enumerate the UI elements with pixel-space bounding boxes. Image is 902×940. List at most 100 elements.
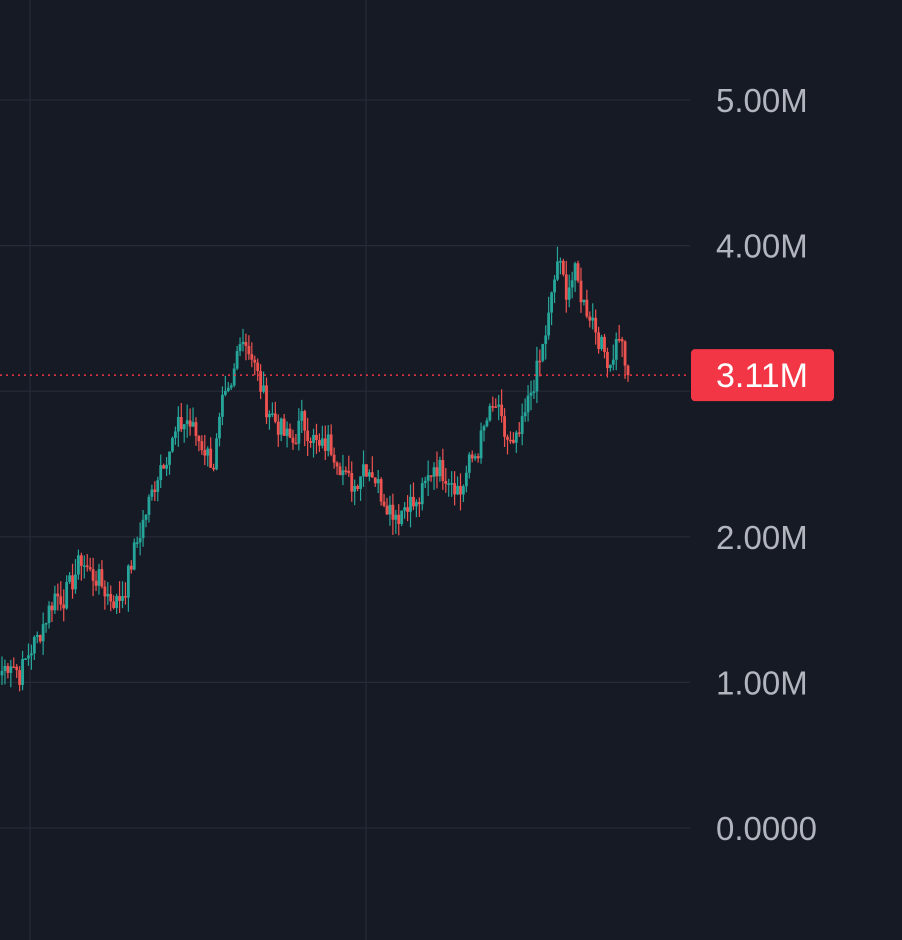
- candle-body: [553, 279, 556, 293]
- candle-body: [582, 299, 586, 303]
- candle: [400, 510, 404, 527]
- candle-body: [124, 596, 127, 598]
- candle: [500, 389, 504, 423]
- candle: [567, 274, 571, 308]
- candle: [309, 437, 312, 448]
- candle: [315, 423, 318, 454]
- candle-body: [68, 575, 71, 582]
- candle-body: [379, 479, 383, 502]
- candle-body: [291, 437, 295, 443]
- candle-body: [523, 412, 527, 417]
- candle-body: [476, 456, 480, 459]
- candle: [506, 434, 509, 455]
- candle-body: [179, 416, 183, 430]
- candle-body: [494, 406, 498, 408]
- candle-body: [600, 336, 603, 349]
- candle: [270, 402, 274, 418]
- candle-body: [35, 635, 39, 638]
- candle: [176, 406, 180, 447]
- candle-body: [450, 483, 454, 485]
- candle: [391, 493, 395, 535]
- candle: [623, 340, 627, 379]
- last-price-label: 3.11M: [716, 357, 808, 395]
- candle-body: [482, 426, 486, 431]
- candle-body: [294, 442, 298, 445]
- candle: [412, 482, 415, 511]
- candle-body: [218, 416, 221, 439]
- candle-body: [503, 416, 506, 437]
- candle: [85, 554, 89, 572]
- candle: [588, 311, 592, 328]
- candle-body: [385, 505, 389, 515]
- candle-body: [112, 601, 116, 608]
- candle: [97, 563, 101, 595]
- candle: [491, 396, 495, 412]
- candle-body: [300, 411, 304, 421]
- candle: [244, 333, 248, 361]
- candle-body: [50, 605, 54, 611]
- candle-body: [588, 316, 592, 321]
- candle: [532, 379, 536, 399]
- candle: [582, 299, 586, 306]
- candle: [182, 424, 186, 443]
- candle-body: [176, 416, 180, 432]
- candle-body: [253, 359, 257, 363]
- candle-body: [485, 420, 489, 427]
- candle-body: [626, 365, 630, 376]
- candle: [459, 473, 462, 511]
- candle-body: [221, 394, 224, 417]
- candle-body: [353, 485, 357, 492]
- candle-body: [282, 418, 286, 436]
- candle: [362, 450, 365, 487]
- candle-body: [453, 483, 457, 495]
- candle-body: [488, 405, 492, 421]
- candle-body: [265, 385, 268, 418]
- candle-body: [21, 659, 24, 685]
- candle: [541, 343, 545, 363]
- candle-body: [509, 439, 512, 442]
- candle: [188, 408, 192, 436]
- candle: [221, 386, 224, 426]
- candle: [476, 453, 480, 463]
- candle: [259, 364, 263, 400]
- price-axis[interactable]: 5.00M 4.00M 2.00M 1.00M 0.0000: [716, 82, 817, 847]
- candle-body: [382, 501, 386, 506]
- candle: [347, 455, 351, 477]
- candle: [414, 499, 418, 518]
- candle-body: [570, 280, 574, 288]
- candle-body: [426, 475, 430, 481]
- candle-body: [550, 292, 553, 313]
- candle-body: [209, 448, 213, 468]
- candle-body: [497, 404, 501, 407]
- candle: [276, 414, 280, 447]
- candle: [21, 650, 24, 691]
- candle: [318, 433, 321, 452]
- candle-body: [109, 593, 113, 602]
- candle-body: [564, 274, 568, 300]
- candle-body: [203, 450, 207, 456]
- candle: [517, 422, 521, 437]
- candle: [171, 436, 174, 453]
- candle: [464, 465, 468, 493]
- candle: [356, 484, 360, 492]
- candle-body: [77, 555, 80, 575]
- candle: [3, 659, 7, 685]
- candle-body: [356, 485, 360, 489]
- candle-body: [288, 428, 292, 438]
- candle: [320, 425, 324, 449]
- candle-body: [312, 434, 315, 443]
- candle-body: [579, 280, 583, 303]
- candle-body: [529, 392, 533, 396]
- candle: [147, 494, 151, 523]
- candle-body: [135, 542, 139, 544]
- candle-body: [362, 464, 365, 477]
- candle: [294, 434, 298, 445]
- candle: [256, 358, 260, 381]
- candle: [341, 454, 345, 486]
- candle: [77, 549, 80, 580]
- candle: [467, 452, 471, 479]
- candle-body: [150, 489, 154, 497]
- candle: [514, 430, 518, 453]
